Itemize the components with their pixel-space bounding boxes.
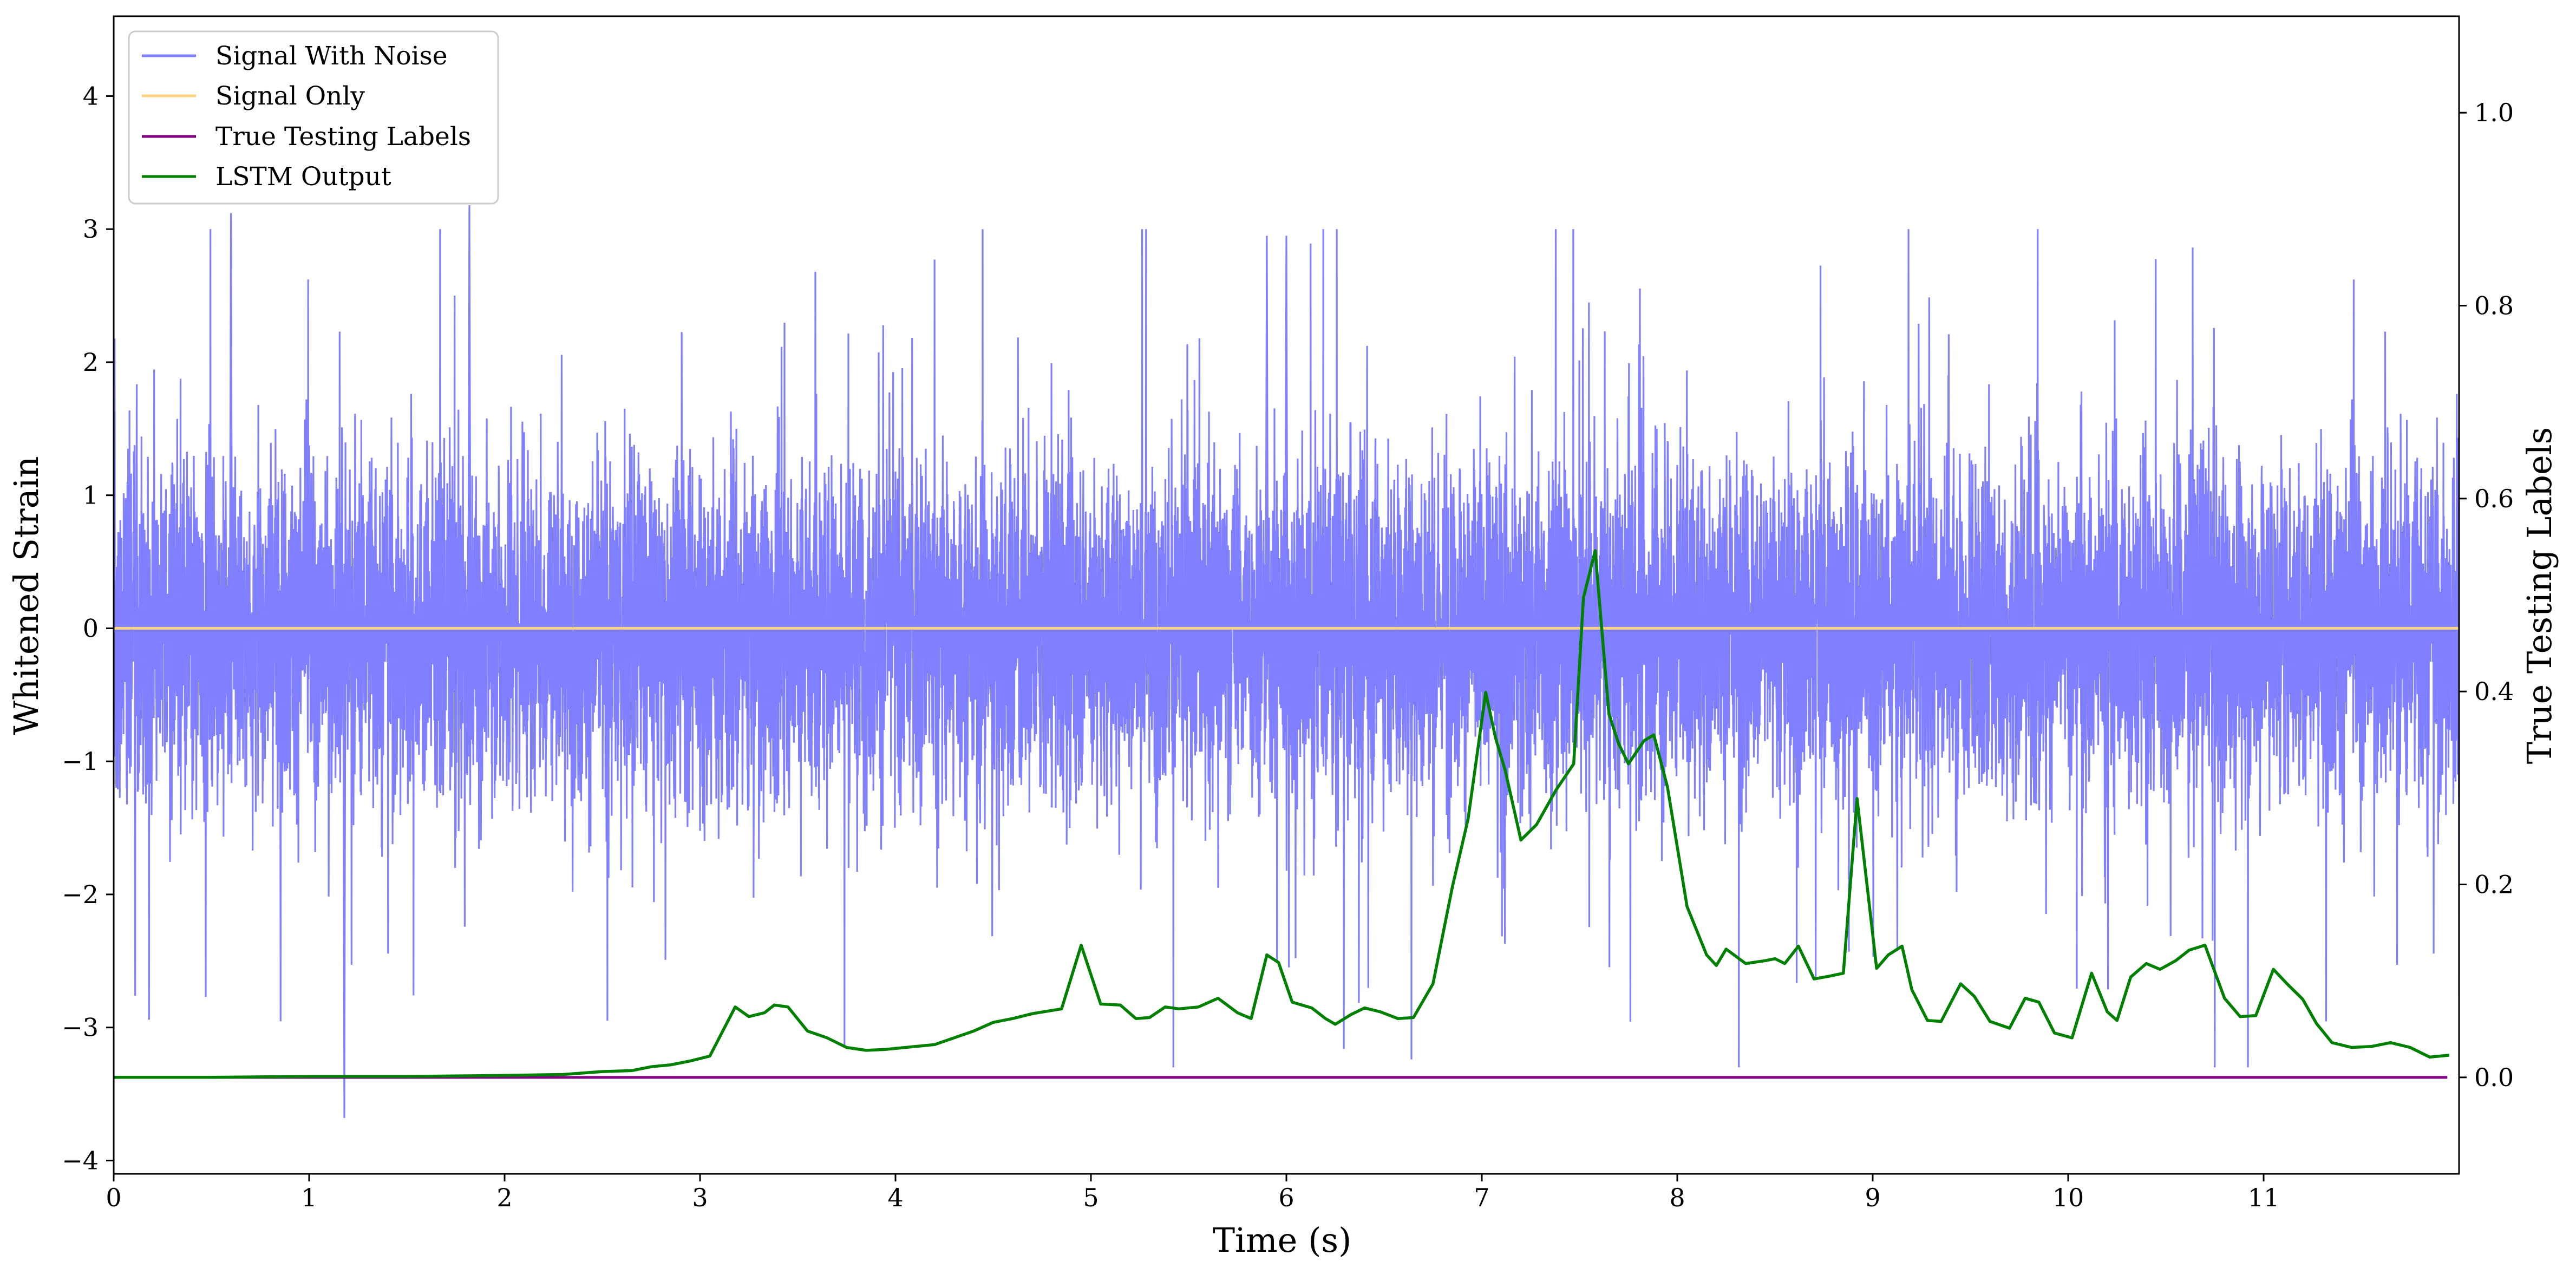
legend-label-signal-with-noise: Signal With Noise <box>215 41 448 71</box>
signal-with-noise-line <box>114 205 2459 1118</box>
y-left-tick-label: −1 <box>62 747 99 776</box>
y-left-tick-label: 1 <box>83 481 99 510</box>
x-tick-label: 5 <box>1083 1183 1099 1212</box>
y-left-tick-label: 3 <box>83 214 99 244</box>
x-tick-label: 3 <box>692 1183 708 1212</box>
plot-area <box>114 205 2459 1118</box>
y-right-tick-label: 0.2 <box>2474 870 2514 899</box>
x-tick-label: 6 <box>1278 1183 1294 1212</box>
y-left-axis-label: Whitened Strain <box>6 456 46 735</box>
legend: Signal With Noise Signal Only True Testi… <box>128 30 499 205</box>
x-tick-label: 4 <box>887 1183 903 1212</box>
x-tick-label: 2 <box>496 1183 512 1212</box>
lstm-output-line <box>114 549 2450 1079</box>
x-tick-label: 1 <box>301 1183 317 1212</box>
legend-label-true-testing-labels: True Testing Labels <box>215 122 471 152</box>
y-right-tick-label: 0.6 <box>2474 484 2514 513</box>
legend-box <box>128 30 499 205</box>
y-right-tick-label: 1.0 <box>2474 98 2514 127</box>
x-axis-label: Time (s) <box>1213 1220 1352 1260</box>
y-left-tick-label: 2 <box>83 348 99 377</box>
y-right-tick-label: 0.4 <box>2474 677 2514 706</box>
x-tick-label: 11 <box>2248 1183 2280 1212</box>
x-tick-label: 9 <box>1865 1183 1880 1212</box>
y-right-tick-label: 0.8 <box>2474 291 2514 321</box>
y-left-tick-label: 4 <box>83 81 99 110</box>
y-left-axis-ticks: −4 −3 −2 −1 0 1 2 3 4 <box>62 81 114 1175</box>
y-left-tick-label: −4 <box>62 1146 99 1175</box>
y-left-tick-label: −3 <box>62 1013 99 1042</box>
y-right-axis-ticks: 0.0 0.2 0.4 0.6 0.8 1.0 <box>2459 98 2514 1092</box>
y-left-tick-label: 0 <box>83 613 99 643</box>
y-left-tick-label: −2 <box>62 880 99 909</box>
y-right-axis-label: True Testing Labels <box>2520 427 2559 765</box>
x-tick-label: 10 <box>2052 1183 2084 1212</box>
x-tick-label: 0 <box>106 1183 121 1212</box>
legend-label-signal-only: Signal Only <box>215 81 365 111</box>
x-axis-ticks: 0 1 2 3 4 5 6 7 8 9 10 11 <box>106 1174 2279 1212</box>
legend-label-lstm-output: LSTM Output <box>215 162 391 192</box>
y-right-tick-label: 0.0 <box>2474 1063 2514 1092</box>
x-tick-label: 8 <box>1669 1183 1685 1212</box>
x-tick-label: 7 <box>1474 1183 1489 1212</box>
